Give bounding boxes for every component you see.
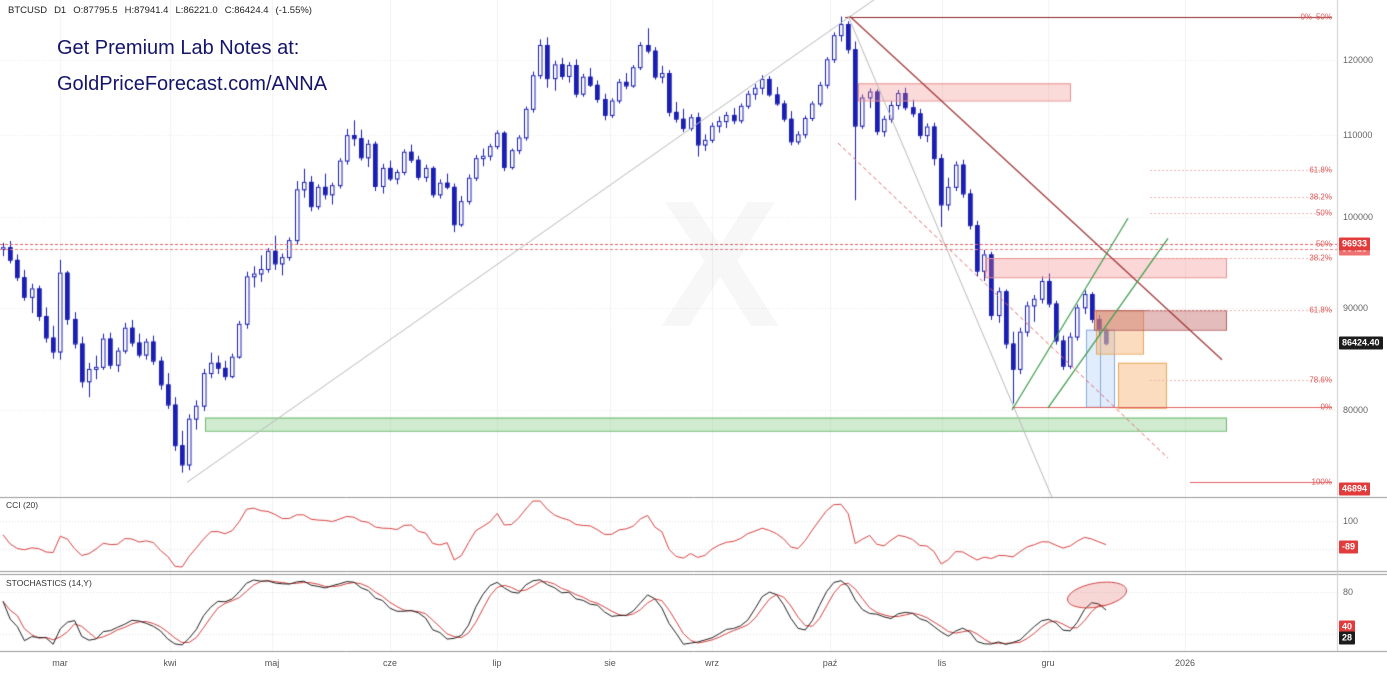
stoch-axis-label: 80 — [1343, 587, 1354, 597]
promo-annotation: Get Premium Lab Notes at: GoldPriceForec… — [57, 30, 327, 102]
high-value: H:87941.4 — [124, 5, 169, 16]
price-axis-label: 100000 — [1343, 212, 1374, 223]
fib-level-label: 38.2% — [1309, 253, 1332, 263]
change-percent: (-1.55%) — [275, 5, 312, 16]
cci-indicator-label[interactable]: CCI (20) — [6, 500, 39, 510]
stoch-value-badge: 40 — [1339, 620, 1356, 634]
promo-line2: GoldPriceForecast.com/ANNA — [57, 73, 328, 95]
timeframe-label[interactable]: D1 — [54, 5, 67, 16]
fib-level-label: 78.6% — [1309, 375, 1332, 385]
fib-level-label: 50% — [1315, 208, 1332, 218]
fib-level-label: 0% — [1300, 12, 1312, 21]
time-axis-label: maj — [264, 658, 280, 668]
price-axis-label: 110000 — [1343, 130, 1373, 141]
time-axis-label: gru — [1041, 658, 1055, 668]
fib-level-label: 0% — [1320, 402, 1332, 412]
promo-line1: Get Premium Lab Notes at: — [57, 37, 300, 59]
price-badge[interactable]: 46894 — [1339, 482, 1371, 496]
time-axis-label: lip — [492, 658, 502, 668]
cci-value-badge: -89 — [1339, 540, 1359, 554]
fib-level-label: 50% — [1315, 12, 1332, 21]
time-axis-label: kwi — [163, 658, 177, 668]
close-value: C:86424.4 — [224, 5, 269, 16]
low-value: L:86221.0 — [175, 5, 218, 16]
fib-level-label: 50% — [1315, 239, 1332, 249]
time-axis-label: 2026 — [1174, 658, 1196, 668]
time-axis-label: paź — [822, 658, 838, 668]
fib-level-label: 38.2% — [1309, 192, 1332, 202]
price-badge: 86424.40 — [1339, 336, 1383, 350]
symbol-name: BTCUSD — [8, 5, 48, 16]
price-axis-label: 90000 — [1343, 303, 1369, 314]
open-value: O:87795.5 — [73, 5, 118, 16]
time-axis-label: wrz — [705, 658, 719, 668]
time-axis-label: sie — [604, 658, 616, 668]
stoch-indicator-label[interactable]: STOCHASTICS (14,Y) — [6, 578, 92, 588]
price-axis-label: 80000 — [1343, 405, 1369, 415]
ohlc-info-bar: BTCUSD D1 O:87795.5 H:87941.4 L:86221.0 C:864… — [8, 5, 319, 16]
fib-level-label: 61.8% — [1309, 305, 1332, 315]
fib-level-label: 61.8% — [1309, 165, 1332, 175]
stoch-value-badge: 28 — [1339, 631, 1356, 645]
time-axis-label: lis — [937, 658, 947, 668]
fib-level-label: 100% — [1311, 477, 1332, 487]
price-axis-label: 120000 — [1343, 55, 1374, 65]
time-axis-label: mar — [52, 658, 68, 668]
price-badge[interactable]: 96933 — [1339, 237, 1371, 251]
cci-axis-label: 100 — [1343, 516, 1359, 526]
platform-watermark-icon: X — [660, 164, 781, 365]
time-axis-label: cze — [382, 658, 398, 668]
